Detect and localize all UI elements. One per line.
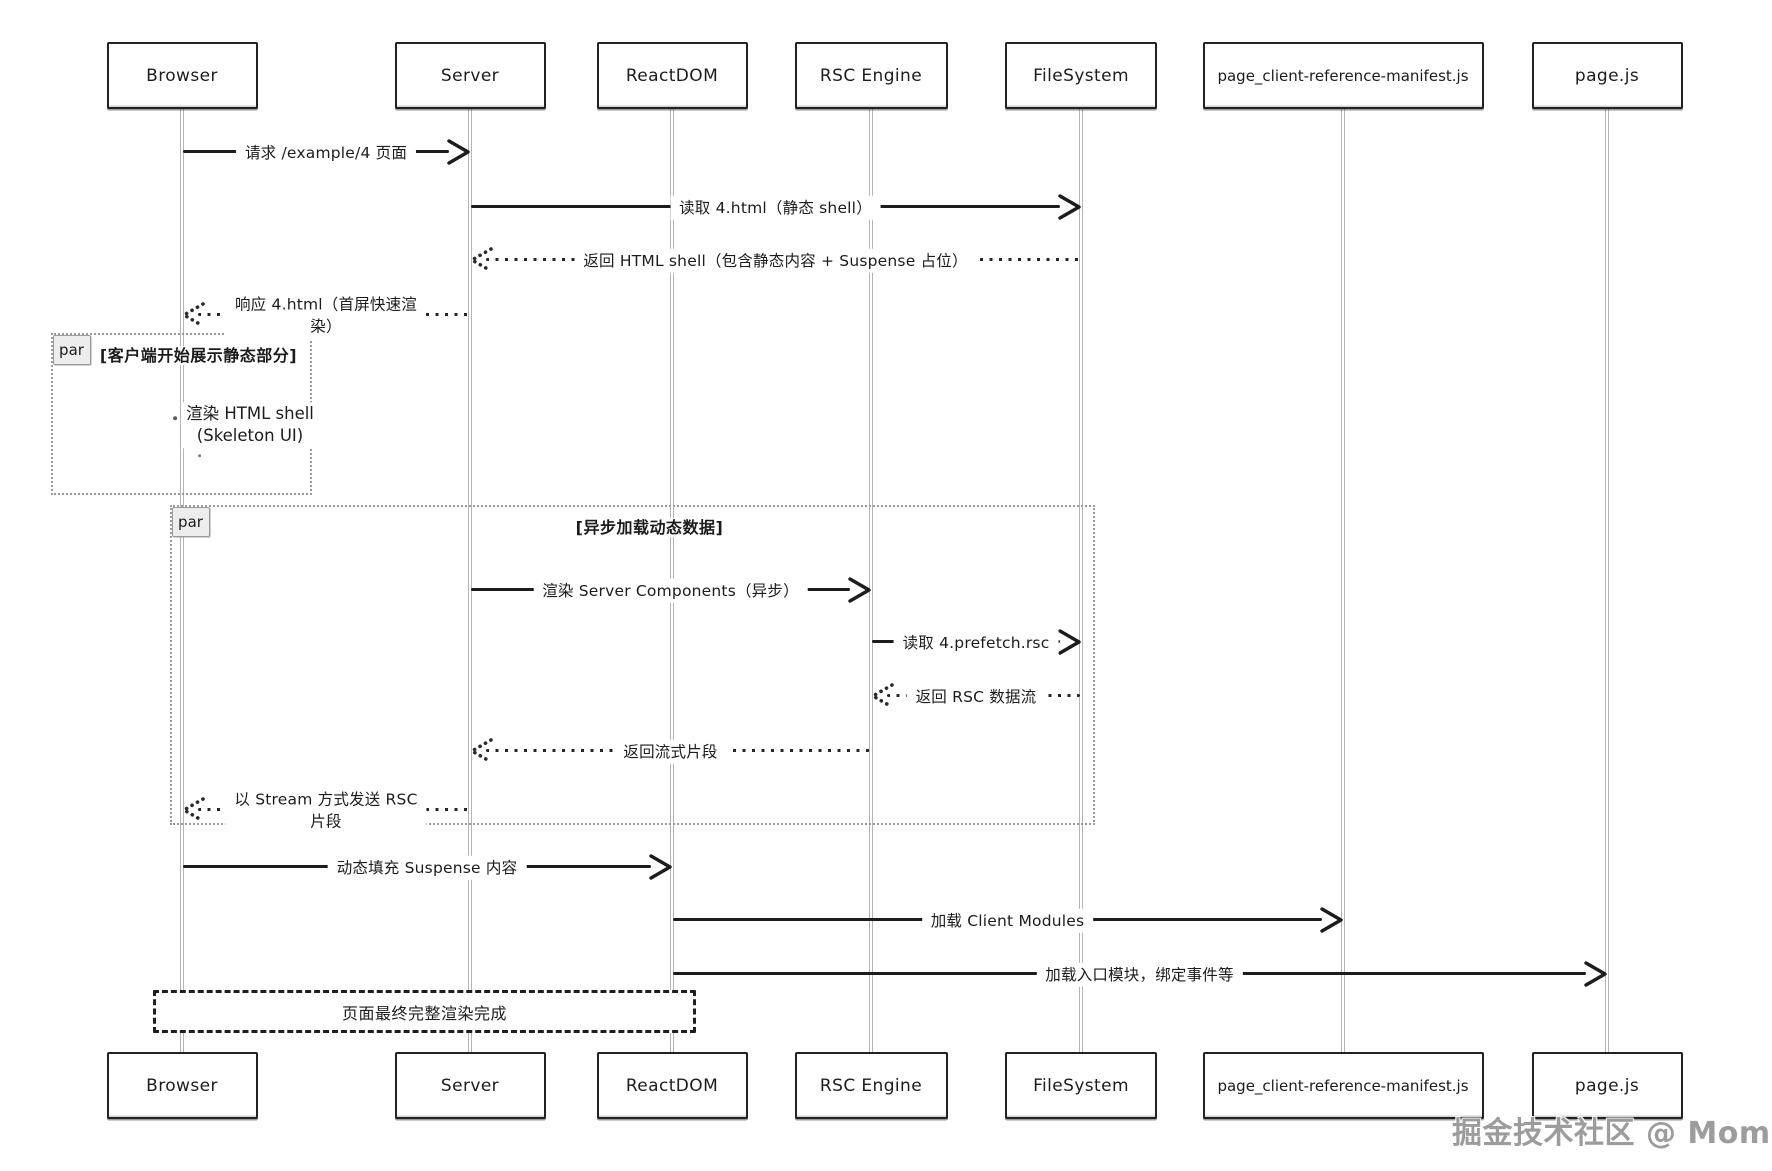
par-title-text: [异步加载动态数据] bbox=[569, 518, 730, 537]
actor-box-top-pagejs: page.js bbox=[1531, 42, 1683, 109]
message-label-text: 以 Stream 方式发送 RSC 片段 bbox=[234, 790, 418, 831]
message-label-text: 动态填充 Suspense 内容 bbox=[336, 858, 518, 877]
note-final-render: 页面最终完整渲染完成 bbox=[153, 990, 696, 1033]
actor-label-browser: Browser bbox=[146, 1075, 218, 1096]
actor-label-rsc-engine: RSC Engine bbox=[819, 1075, 923, 1096]
self-message-text: 渲染 HTML shell (Skeleton UI) bbox=[186, 404, 314, 445]
par-label-text: par bbox=[178, 512, 203, 531]
actor-box-top-reactdom: ReactDOM bbox=[596, 42, 748, 109]
lifeline-server bbox=[468, 109, 472, 1052]
watermark-text: 掘金技术社区 @ Moment bbox=[1452, 1116, 1772, 1151]
lifeline-filesystem bbox=[1079, 109, 1083, 1052]
lifeline-browser bbox=[180, 109, 184, 1052]
message-label-3: 响应 4.html（首屏快速渲 染） bbox=[225, 292, 427, 340]
arrowhead-right-icon bbox=[1058, 192, 1082, 222]
message-label-text: 渲染 Server Components（异步） bbox=[542, 581, 799, 600]
message-label-10: 加载 Client Modules bbox=[921, 908, 1094, 934]
arrowhead-left-icon bbox=[469, 736, 493, 766]
actor-label-reactdom: ReactDOM bbox=[625, 65, 719, 86]
message-label-text: 返回 HTML shell（包含静态内容 + Suspense 占位） bbox=[583, 251, 968, 270]
actor-label-pagejs: page.js bbox=[1574, 65, 1640, 86]
par-label-text: par bbox=[59, 340, 84, 359]
actor-label-rsc-engine: RSC Engine bbox=[819, 65, 923, 86]
par-block-1 bbox=[170, 505, 1095, 825]
actor-box-bottom-reactdom: ReactDOM bbox=[596, 1052, 748, 1119]
arrowhead-right-icon bbox=[649, 852, 673, 882]
message-label-text: 请求 /example/4 页面 bbox=[244, 143, 408, 162]
arrowhead-right-icon bbox=[447, 137, 471, 167]
actor-box-bottom-pagejs: page.js bbox=[1531, 1052, 1683, 1119]
par-label-0: par bbox=[52, 334, 91, 365]
message-label-4: 渲染 Server Components（异步） bbox=[533, 578, 808, 604]
actor-box-bottom-filesystem: FileSystem bbox=[1005, 1052, 1157, 1119]
actor-label-server: Server bbox=[440, 1075, 500, 1096]
arrowhead-right-icon bbox=[1058, 627, 1082, 657]
lifeline-pagejs bbox=[1605, 109, 1609, 1052]
self-message-render-shell: 渲染 HTML shell (Skeleton UI) bbox=[173, 402, 318, 457]
actor-label-filesystem: FileSystem bbox=[1033, 65, 1129, 86]
message-label-text: 加载入口模块，绑定事件等 bbox=[1045, 965, 1234, 984]
actor-label-filesystem: FileSystem bbox=[1033, 1075, 1129, 1096]
message-label-8: 以 Stream 方式发送 RSC 片段 bbox=[225, 787, 427, 835]
lifeline-manifest bbox=[1341, 109, 1345, 1052]
par-label-1: par bbox=[171, 506, 210, 537]
actor-box-top-filesystem: FileSystem bbox=[1005, 42, 1157, 109]
message-label-text: 读取 4.html（静态 shell） bbox=[679, 198, 872, 217]
message-label-text: 返回 RSC 数据流 bbox=[915, 687, 1037, 706]
message-label-11: 加载入口模块，绑定事件等 bbox=[1036, 962, 1243, 988]
message-label-text: 加载 Client Modules bbox=[930, 911, 1085, 930]
actor-box-bottom-manifest: page_client-reference-manifest.js bbox=[1202, 1052, 1484, 1119]
actor-box-top-manifest: page_client-reference-manifest.js bbox=[1202, 42, 1484, 109]
note-text: 页面最终完整渲染完成 bbox=[341, 1003, 507, 1023]
arrowhead-left-icon bbox=[870, 681, 894, 711]
message-label-1: 读取 4.html（静态 shell） bbox=[670, 195, 881, 221]
par-title-0: [客户端开始展示静态部分] bbox=[89, 342, 308, 366]
actor-label-manifest: page_client-reference-manifest.js bbox=[1217, 1076, 1469, 1095]
par-title-1: [异步加载动态数据] bbox=[208, 514, 1091, 538]
arrowhead-left-icon bbox=[469, 245, 493, 275]
lifeline-rsc-engine bbox=[869, 109, 873, 1052]
message-label-2: 返回 HTML shell（包含静态内容 + Suspense 占位） bbox=[574, 248, 977, 274]
actor-box-top-browser: Browser bbox=[106, 42, 258, 109]
message-label-text: 响应 4.html（首屏快速渲 染） bbox=[234, 295, 418, 336]
arrowhead-left-icon bbox=[181, 300, 205, 330]
arrowhead-left-icon bbox=[181, 795, 205, 825]
arrowhead-right-icon bbox=[1584, 959, 1608, 989]
message-label-text: 返回流式片段 bbox=[623, 742, 718, 761]
message-label-text: 读取 4.prefetch.rsc bbox=[902, 633, 1050, 652]
message-label-6: 返回 RSC 数据流 bbox=[906, 684, 1046, 710]
actor-box-bottom-rsc-engine: RSC Engine bbox=[794, 1052, 948, 1119]
arrowhead-right-icon bbox=[1320, 905, 1344, 935]
message-label-0: 请求 /example/4 页面 bbox=[235, 140, 417, 166]
actor-label-pagejs: page.js bbox=[1574, 1075, 1640, 1096]
actor-label-browser: Browser bbox=[146, 65, 218, 86]
actor-box-bottom-server: Server bbox=[394, 1052, 546, 1119]
actor-box-top-server: Server bbox=[394, 42, 546, 109]
message-label-5: 读取 4.prefetch.rsc bbox=[893, 630, 1059, 656]
arrowhead-right-icon bbox=[848, 575, 872, 605]
actor-label-manifest: page_client-reference-manifest.js bbox=[1217, 66, 1469, 85]
watermark: 掘金技术社区 @ Moment bbox=[1452, 1108, 1772, 1152]
message-label-7: 返回流式片段 bbox=[614, 739, 727, 765]
par-title-text: [客户端开始展示静态部分] bbox=[93, 346, 304, 365]
actor-box-top-rsc-engine: RSC Engine bbox=[794, 42, 948, 109]
message-label-9: 动态填充 Suspense 内容 bbox=[327, 855, 527, 881]
actor-label-server: Server bbox=[440, 65, 500, 86]
actor-label-reactdom: ReactDOM bbox=[625, 1075, 719, 1096]
actor-box-bottom-browser: Browser bbox=[106, 1052, 258, 1119]
